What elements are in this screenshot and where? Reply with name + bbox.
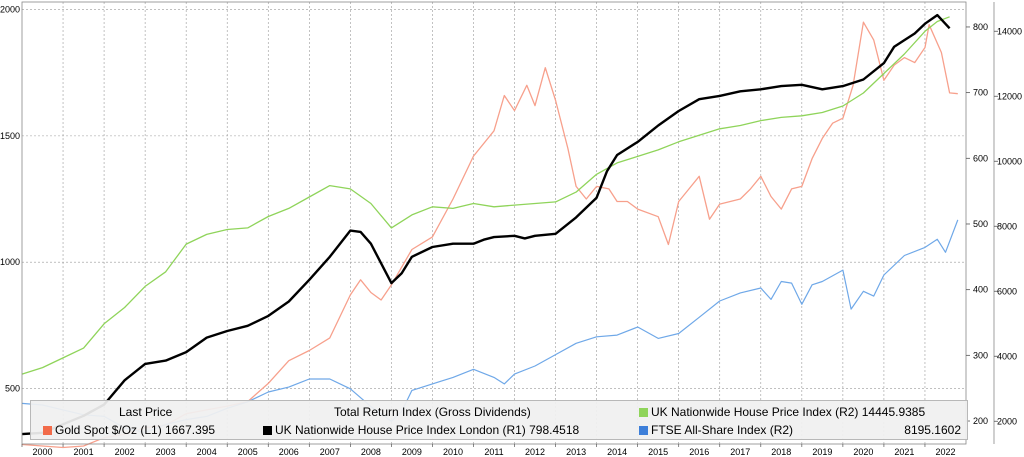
tick-label-r1: 700: [973, 88, 988, 98]
legend-header-last-price: Last Price: [119, 405, 173, 419]
tick-label-r2: 12000: [997, 91, 1022, 101]
grid: [22, 2, 966, 444]
tick-label-x: 2015: [648, 447, 668, 457]
legend-swatch-uk-hpi: [639, 408, 648, 417]
legend-label-uk-hpi: UK Nationwide House Price Index (R2) 144…: [651, 405, 926, 419]
tick-label-x: 2022: [935, 447, 955, 457]
tick-label-x: 2014: [607, 447, 627, 457]
legend-label-london-hpi: UK Nationwide House Price Index London (…: [275, 423, 580, 437]
tick-label-x: 2011: [484, 447, 503, 457]
tick-label-x: 2020: [853, 447, 873, 457]
legend-swatch-ftse: [639, 426, 648, 435]
tick-label-x: 2003: [156, 447, 176, 457]
tick-label-x: 2016: [689, 447, 709, 457]
tick-label-r2: 4000: [997, 351, 1017, 361]
series-line-uk: [21, 16, 950, 375]
tick-label-x: 2018: [771, 447, 791, 457]
tick-label-r2: 10000: [997, 156, 1022, 166]
tick-label-x: 2001: [74, 447, 94, 457]
tick-label-r1: 500: [973, 219, 988, 229]
legend-label-ftse: FTSE All-Share Index (R2): [651, 423, 794, 437]
tick-label-r2: 14000: [997, 26, 1022, 36]
legend-item-ftse: FTSE All-Share Index (R2): [639, 423, 793, 437]
tick-label-x: 2017: [730, 447, 750, 457]
tick-label-r1: 200: [973, 416, 988, 426]
tick-label-x: 2010: [443, 447, 463, 457]
legend: Last Price Total Return Index (Gross Div…: [30, 400, 968, 440]
tick-label-l1: 2000: [0, 5, 20, 15]
tick-label-l1: 1000: [0, 257, 20, 267]
tick-label-x: 2005: [238, 447, 258, 457]
series-layer: [21, 13, 959, 449]
tick-label-x: 2013: [566, 447, 586, 457]
series-line-london: [21, 13, 951, 436]
legend-value-ftse: 8195.1602: [904, 423, 961, 437]
series-line-gold: [21, 21, 958, 449]
tick-label-x: 2019: [812, 447, 832, 457]
tick-label-r1: 600: [973, 153, 988, 163]
tick-label-l1: 500: [5, 383, 20, 393]
tick-label-x: 2021: [894, 447, 914, 457]
tick-label-x: 2006: [279, 447, 299, 457]
tick-label-l1: 1500: [0, 131, 20, 141]
tick-label-r1: 400: [973, 285, 988, 295]
tick-label-r1: 300: [973, 350, 988, 360]
legend-item-london-hpi: UK Nationwide House Price Index London (…: [263, 423, 579, 437]
tick-label-x: 2002: [115, 447, 135, 457]
legend-header-total-return: Total Return Index (Gross Dividends): [334, 405, 531, 419]
tick-label-x: 2007: [320, 447, 340, 457]
legend-swatch-london-hpi: [263, 426, 272, 435]
tick-label-x: 2004: [197, 447, 217, 457]
legend-label-gold: Gold Spot $/Oz (L1) 1667.395: [55, 423, 216, 437]
tick-label-x: 2000: [33, 447, 53, 457]
tick-label-r2: 8000: [997, 221, 1017, 231]
legend-swatch-gold: [43, 426, 52, 435]
tick-label-r2: 6000: [997, 286, 1017, 296]
legend-item-gold: Gold Spot $/Oz (L1) 1667.395: [43, 423, 215, 437]
tick-label-x: 2008: [361, 447, 381, 457]
tick-label-r1: 800: [973, 22, 988, 32]
tick-label-r2: 2000: [997, 416, 1017, 426]
tick-label-x: 2012: [525, 447, 545, 457]
legend-item-uk-hpi: UK Nationwide House Price Index (R2) 144…: [639, 405, 925, 419]
plot-frame: [21, 1, 967, 445]
tick-label-x: 2009: [402, 447, 422, 457]
